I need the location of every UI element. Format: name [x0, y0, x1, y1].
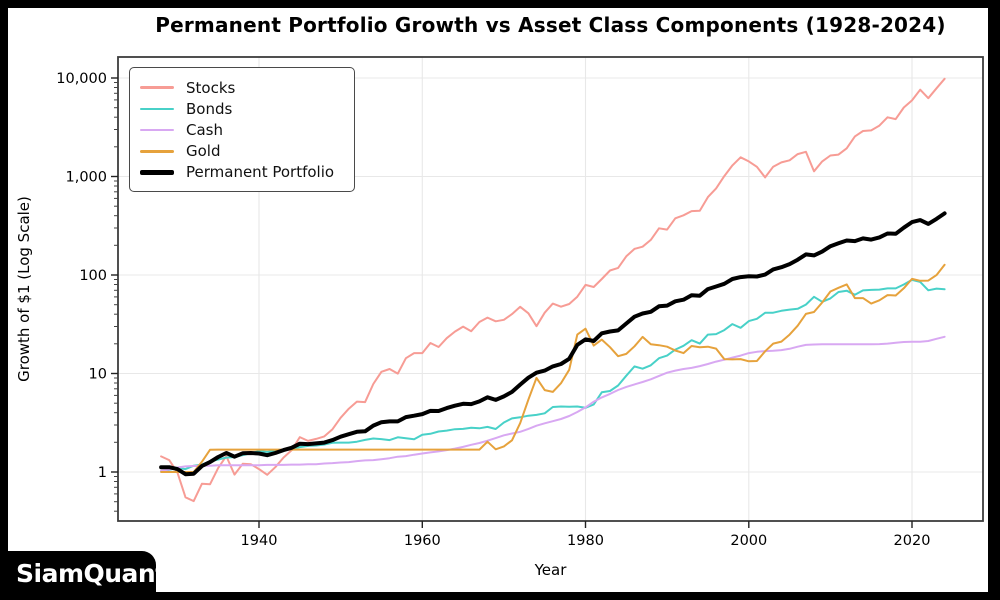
plot-spines: [117, 56, 984, 522]
legend-label-bonds: Bonds: [186, 99, 233, 118]
x-tick-label-2000: 2000: [730, 533, 767, 549]
chart-title: Permanent Portfolio Growth vs Asset Clas…: [155, 13, 946, 37]
frame-border-top: [0, 0, 1000, 8]
y-tick-label-100: 100: [79, 268, 107, 284]
legend-label-cash: Cash: [186, 121, 223, 139]
series-line-cash: [160, 335, 946, 472]
legend-item-stocks: Stocks: [140, 77, 342, 98]
legend: Stocks Bonds Cash Gold Permanent Portfol…: [129, 67, 355, 192]
legend-item-bonds: Bonds: [140, 98, 342, 119]
y-tick-label-1: 1: [98, 465, 107, 481]
series-group: [159, 77, 947, 503]
y-tick-label-1000: 1,000: [65, 170, 107, 186]
x-tick-label-1940: 1940: [241, 533, 278, 549]
legend-label-permanent-portfolio: Permanent Portfolio: [186, 163, 335, 182]
frame-border-left: [0, 0, 8, 600]
x-tick-label-1960: 1960: [404, 533, 441, 549]
x-tick-label-1980: 1980: [567, 533, 604, 549]
legend-line-bonds: [140, 107, 174, 111]
frame-border-right: [988, 0, 1000, 600]
x-tick-label-2020: 2020: [894, 533, 931, 549]
legend-line-stocks: [140, 86, 174, 89]
brand-logo: SiamQuant: [4, 551, 167, 596]
x-axis-label: Year: [534, 561, 567, 579]
legend-item-cash: Cash: [140, 119, 342, 140]
legend-label-gold: Gold: [186, 142, 221, 161]
legend-line-cash: [140, 128, 174, 132]
frame-border-bottom: [0, 592, 1000, 600]
series-line-bonds: [160, 278, 946, 473]
y-tick-label-10000: 10,000: [56, 71, 107, 87]
series-line-permanent-portfolio: [159, 211, 947, 477]
legend-item-gold: Gold: [140, 141, 342, 162]
y-tick-label-10: 10: [89, 367, 107, 383]
legend-line-gold: [140, 149, 174, 153]
legend-line-permanent-portfolio: [140, 170, 174, 175]
y-axis-label: Growth of $1 (Log Scale): [15, 196, 33, 382]
legend-item-permanent-portfolio: Permanent Portfolio: [140, 162, 342, 183]
legend-label-stocks: Stocks: [186, 78, 236, 97]
